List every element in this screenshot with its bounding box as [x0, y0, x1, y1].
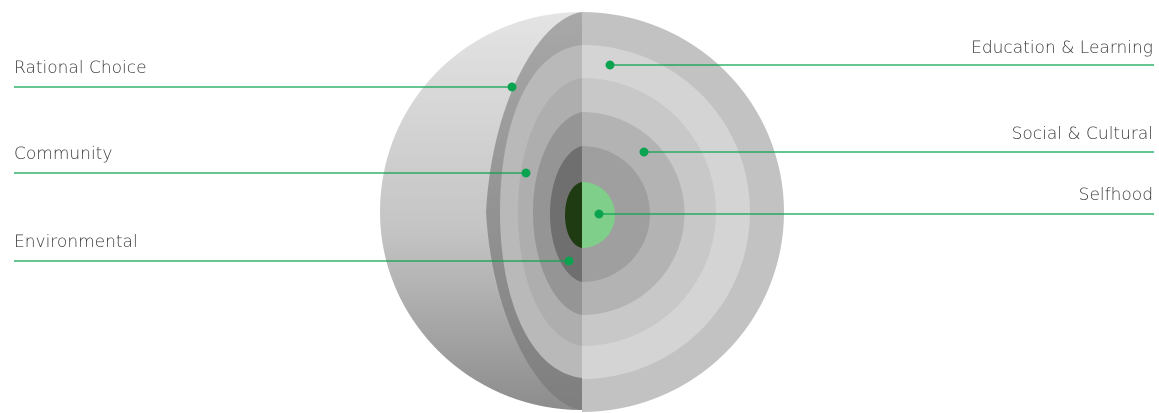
callout-community: Community — [14, 144, 531, 178]
label-rational-choice: Rational Choice — [14, 58, 147, 78]
callout-rational-choice: Rational Choice — [14, 58, 517, 92]
marker-dot — [605, 60, 615, 70]
label-social-cultural: Social & Cultural — [1012, 124, 1153, 144]
marker-dot — [507, 82, 517, 92]
label-education-learning: Education & Learning — [971, 38, 1153, 58]
marker-dot — [564, 256, 574, 266]
callout-social-cultural: Social & Cultural — [639, 124, 1154, 157]
marker-dot — [639, 147, 649, 157]
marker-dot — [594, 209, 604, 219]
callout-selfhood: Selfhood — [594, 185, 1154, 219]
label-selfhood: Selfhood — [1079, 185, 1153, 205]
callout-environmental: Environmental — [14, 232, 574, 266]
label-environmental: Environmental — [14, 232, 138, 252]
callout-education-learning: Education & Learning — [605, 38, 1154, 70]
label-community: Community — [14, 144, 112, 164]
marker-dot — [521, 168, 531, 178]
